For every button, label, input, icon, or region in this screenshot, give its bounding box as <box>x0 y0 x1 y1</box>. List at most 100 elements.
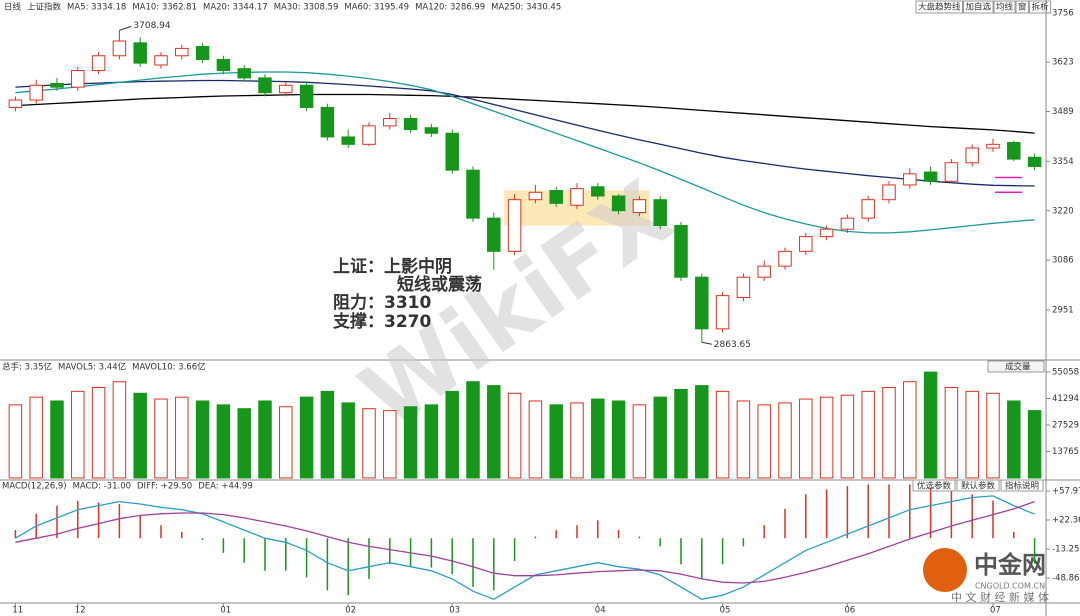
y-tick-label: 2951 <box>1052 306 1074 316</box>
volume-bar <box>258 400 272 479</box>
candle-body <box>8 99 23 108</box>
x-tick-label: 02 <box>345 606 356 616</box>
button-frame[interactable] <box>1000 479 1044 492</box>
button-frame[interactable] <box>993 0 1016 14</box>
candle-body <box>903 173 917 186</box>
volume-bar <box>570 402 584 479</box>
volume-bar <box>445 390 459 479</box>
volume-bar <box>653 396 667 479</box>
candle-body <box>861 199 875 219</box>
candle-body <box>341 136 355 145</box>
volume-bar <box>216 404 231 479</box>
candle-body <box>923 171 938 182</box>
volume-bar <box>507 392 522 479</box>
toolbar-button[interactable]: 大盘趋势线 <box>918 2 961 13</box>
candle-body <box>424 127 439 134</box>
candle-body <box>653 199 667 227</box>
toolbar-button[interactable]: 均线 <box>996 2 1014 13</box>
period-label: 日线 <box>4 2 22 13</box>
volume-bar <box>611 400 626 479</box>
candle-body <box>154 55 168 66</box>
button-frame[interactable] <box>987 360 1045 373</box>
candle-body <box>91 55 106 72</box>
indicator-line <box>15 71 1035 234</box>
y-tick-label: 55058 <box>1052 367 1079 377</box>
ma-legend: MA20: 3344.17 <box>203 3 268 13</box>
candle-body <box>986 143 1000 149</box>
candle-body <box>299 84 314 108</box>
button-frame[interactable] <box>912 479 956 492</box>
extreme-pointer <box>119 25 132 31</box>
button-frame[interactable] <box>915 0 964 14</box>
panel-button[interactable]: 成交量 <box>1005 362 1031 373</box>
volume-bar <box>861 390 875 479</box>
annotation: 上证：上影中阴 <box>333 256 452 277</box>
panel-button[interactable]: 优选参数 <box>917 481 952 492</box>
volume-bar <box>299 396 314 479</box>
button-frame[interactable] <box>1015 0 1030 14</box>
y-tick-label: 27529 <box>1052 420 1079 430</box>
y-tick-label: +57.97 <box>1052 487 1080 497</box>
volume-bar <box>944 387 959 479</box>
volume-bar <box>778 402 792 479</box>
toolbar-button[interactable]: 拆析 <box>1032 2 1050 13</box>
volume-bar <box>29 396 43 479</box>
volume-bar <box>882 387 896 479</box>
panel-button[interactable]: 默认参数 <box>961 481 996 492</box>
button-frame[interactable] <box>956 479 1000 492</box>
macd-legend: DEA: +44.99 <box>198 482 253 492</box>
y-tick-label: -13.25 <box>1052 545 1079 555</box>
toolbar-button[interactable]: 加自选 <box>966 2 992 13</box>
panel-button[interactable]: 指标说明 <box>1005 481 1039 492</box>
low-label: 2863.65 <box>714 340 751 350</box>
volume-bar <box>715 390 730 479</box>
x-tick-label: 06 <box>844 606 855 616</box>
candle-body <box>944 162 959 182</box>
volume-bar <box>923 371 938 479</box>
y-tick-label: +22.36 <box>1052 516 1080 526</box>
volume-bar <box>757 404 771 479</box>
x-tick-label: 05 <box>720 606 731 616</box>
button-frame[interactable] <box>1029 0 1052 14</box>
candle-body <box>112 40 127 57</box>
candle-body <box>736 276 751 298</box>
volume-bar <box>674 388 688 479</box>
candle-body <box>403 118 418 131</box>
volume-bar <box>632 404 647 479</box>
volume-bar <box>965 390 979 479</box>
candle-body <box>320 106 335 138</box>
y-tick-label: 3354 <box>1052 157 1074 167</box>
candle-body <box>175 47 189 57</box>
candle-body <box>133 42 147 64</box>
macd-legend: MACD: -31.00 <box>73 482 131 492</box>
candle-body <box>237 68 251 79</box>
y-tick-label: 3489 <box>1052 107 1074 117</box>
high-label: 3708.94 <box>133 21 170 31</box>
macd-legend: MACD(12,26,9) <box>2 482 67 492</box>
candle-body <box>632 199 647 214</box>
y-tick-label: 3756 <box>1052 8 1074 18</box>
toolbar-button[interactable]: 窗 <box>1018 2 1027 13</box>
indicator-line <box>15 93 1035 134</box>
candle-body <box>549 189 563 204</box>
volume-bar <box>986 392 1000 479</box>
ma-legend: MA250: 3430.45 <box>491 3 561 13</box>
candle-body <box>778 250 792 267</box>
x-tick-label: 01 <box>220 606 231 616</box>
volume-legend: MAVOL10: 3.66亿 <box>132 362 206 373</box>
candle-body <box>819 228 834 238</box>
candle-body <box>445 132 459 171</box>
candle-body <box>570 188 584 206</box>
candle-body <box>757 265 771 278</box>
annotation: 短线或震荡 <box>397 274 482 295</box>
candle-body <box>258 77 272 94</box>
y-tick-label: 3086 <box>1052 256 1074 266</box>
volume-bar <box>154 398 168 479</box>
volume-bar <box>175 396 189 479</box>
volume-bar <box>1007 400 1021 479</box>
volume-bar <box>528 400 543 479</box>
volume-bar <box>112 381 127 479</box>
volume-bar <box>91 387 106 479</box>
button-frame[interactable] <box>963 0 994 14</box>
